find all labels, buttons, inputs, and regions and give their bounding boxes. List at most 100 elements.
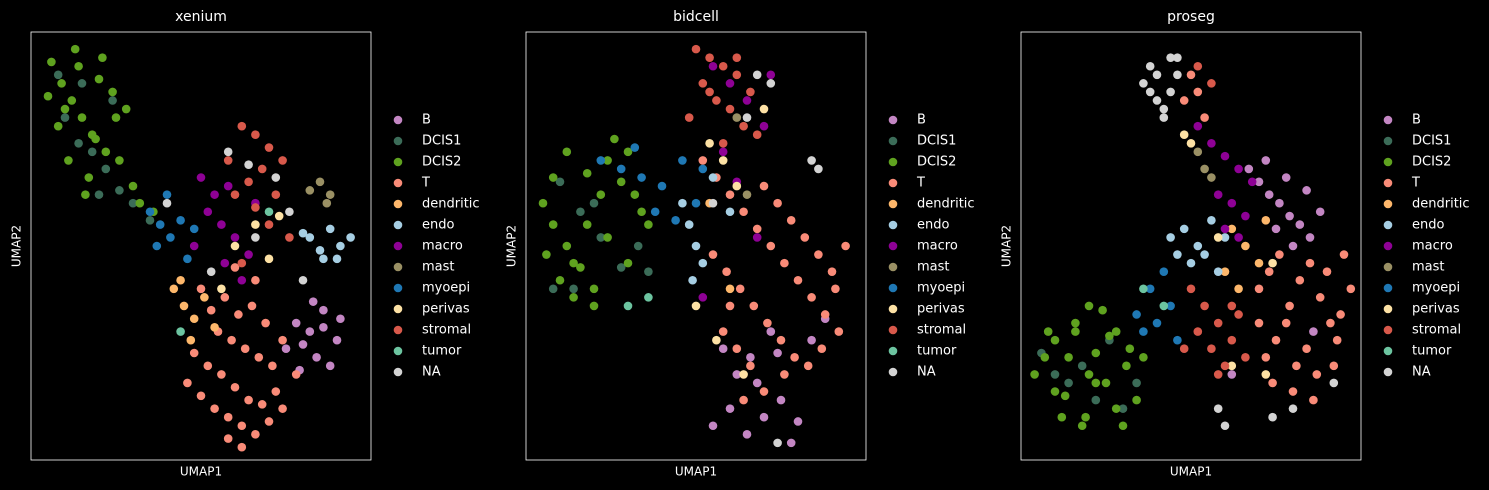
legend-marker bbox=[1383, 262, 1393, 272]
point bbox=[1329, 361, 1339, 371]
point bbox=[278, 335, 287, 345]
point bbox=[1309, 395, 1318, 405]
point bbox=[1139, 352, 1148, 362]
point bbox=[1227, 370, 1237, 379]
point bbox=[305, 233, 315, 242]
point bbox=[555, 177, 565, 187]
point bbox=[616, 177, 626, 187]
point bbox=[1220, 421, 1230, 431]
point bbox=[1285, 211, 1294, 221]
point bbox=[67, 96, 77, 105]
plot-area bbox=[1021, 32, 1361, 460]
point bbox=[752, 378, 762, 388]
point bbox=[101, 147, 111, 157]
legend-marker bbox=[1383, 136, 1393, 146]
point bbox=[1264, 267, 1274, 276]
legend-marker bbox=[888, 136, 898, 146]
point bbox=[179, 301, 189, 311]
point bbox=[60, 104, 70, 114]
point bbox=[691, 198, 701, 208]
point bbox=[332, 335, 342, 345]
legend-marker bbox=[1383, 178, 1393, 188]
point bbox=[1271, 224, 1281, 234]
point bbox=[589, 284, 599, 294]
point bbox=[1159, 267, 1169, 276]
point bbox=[1227, 224, 1237, 234]
point bbox=[1118, 421, 1128, 431]
point bbox=[261, 318, 270, 328]
point bbox=[176, 327, 185, 336]
point bbox=[1213, 190, 1223, 199]
point bbox=[1060, 391, 1070, 401]
point bbox=[1220, 361, 1230, 371]
point bbox=[1234, 164, 1243, 174]
legend-marker bbox=[888, 178, 898, 188]
legend-marker bbox=[1383, 367, 1393, 377]
point bbox=[1254, 177, 1264, 187]
point bbox=[735, 284, 745, 294]
point bbox=[746, 361, 755, 371]
point bbox=[1166, 301, 1175, 311]
point bbox=[773, 348, 782, 358]
point bbox=[752, 70, 762, 80]
point bbox=[1336, 310, 1345, 319]
point bbox=[223, 181, 233, 191]
legend-label: tumor bbox=[422, 344, 462, 359]
x-axis-label: UMAP1 bbox=[1170, 465, 1212, 479]
point bbox=[298, 275, 308, 285]
point bbox=[1179, 130, 1189, 140]
point bbox=[1281, 173, 1291, 182]
point bbox=[749, 301, 759, 311]
point bbox=[325, 224, 335, 234]
point bbox=[1132, 395, 1141, 405]
point bbox=[257, 400, 267, 409]
point bbox=[725, 404, 735, 413]
point bbox=[251, 275, 260, 285]
point bbox=[162, 198, 172, 208]
point bbox=[773, 438, 782, 448]
chart-title: proseg bbox=[1167, 9, 1215, 25]
point bbox=[325, 361, 335, 371]
point bbox=[281, 344, 291, 354]
point bbox=[722, 267, 731, 276]
x-axis-label: UMAP1 bbox=[675, 465, 717, 479]
point bbox=[200, 293, 209, 302]
point bbox=[1264, 190, 1274, 199]
point bbox=[1200, 164, 1209, 174]
point bbox=[1186, 258, 1196, 268]
point bbox=[1064, 378, 1073, 388]
point bbox=[264, 220, 274, 229]
point bbox=[217, 220, 226, 229]
point bbox=[1275, 198, 1284, 208]
legend-label: stromal bbox=[917, 323, 966, 338]
point bbox=[1261, 156, 1271, 165]
point bbox=[562, 241, 572, 251]
point bbox=[1329, 378, 1339, 388]
point bbox=[1071, 318, 1080, 328]
point bbox=[291, 318, 301, 328]
point bbox=[1179, 96, 1189, 105]
legend-label: mast bbox=[1412, 260, 1445, 275]
point bbox=[60, 113, 70, 122]
point bbox=[759, 387, 769, 396]
point bbox=[247, 301, 257, 311]
point bbox=[650, 207, 660, 217]
point bbox=[725, 79, 735, 88]
legend-label: T bbox=[421, 176, 430, 191]
point bbox=[1315, 293, 1325, 302]
point bbox=[1125, 344, 1135, 354]
point bbox=[1288, 404, 1298, 413]
point bbox=[678, 198, 687, 208]
point bbox=[596, 190, 606, 199]
point bbox=[1139, 284, 1148, 294]
point bbox=[1139, 79, 1148, 88]
point bbox=[718, 138, 728, 148]
legend-label: tumor bbox=[917, 344, 957, 359]
point bbox=[746, 87, 755, 97]
point bbox=[766, 327, 776, 336]
point bbox=[637, 207, 646, 217]
legend-marker bbox=[393, 367, 403, 377]
point bbox=[725, 284, 735, 294]
point bbox=[332, 254, 342, 264]
